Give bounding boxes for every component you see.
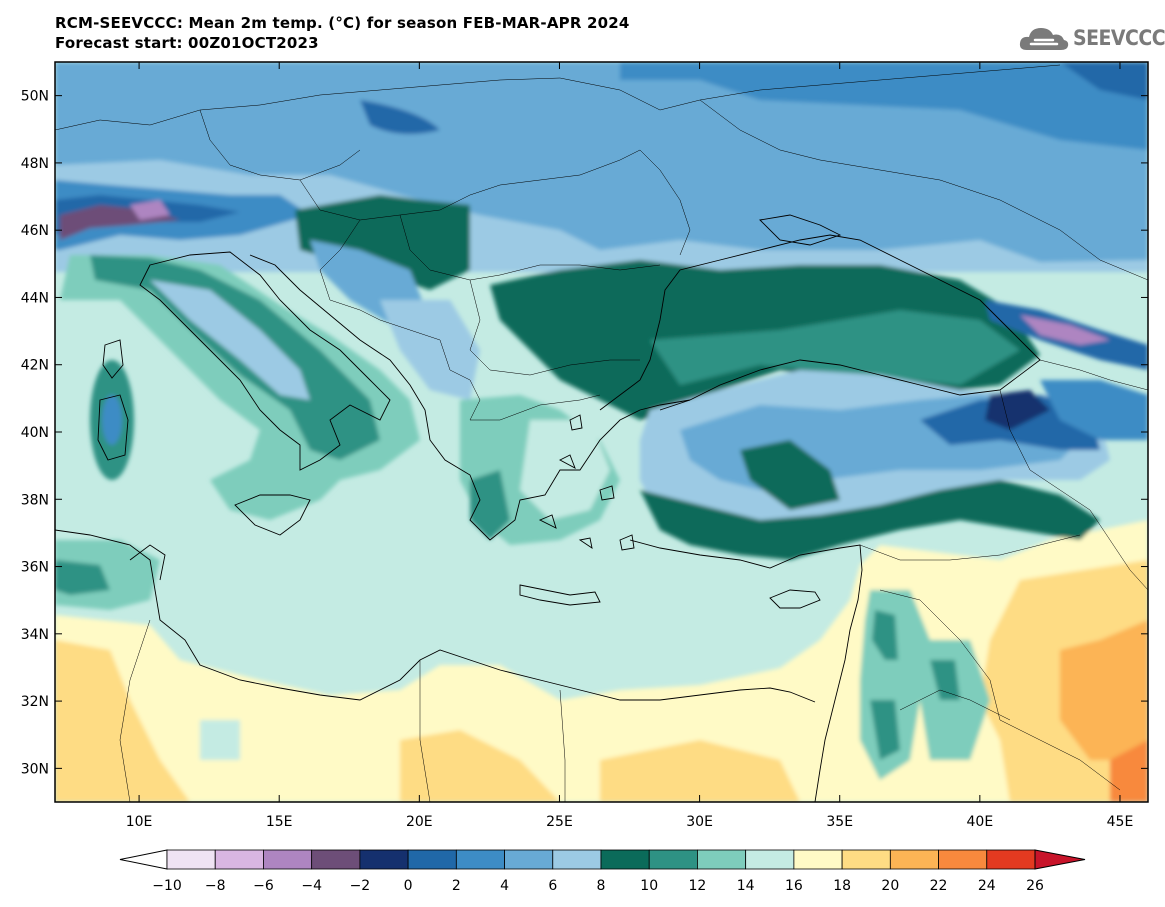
colorbar-swatch	[166, 849, 216, 870]
lat-tick-label: 30N	[21, 761, 49, 777]
cloud-logo-icon	[1019, 28, 1069, 50]
colorbar-swatch	[263, 849, 313, 870]
colorbar-label: 20	[881, 878, 899, 894]
lat-tick-label: 50N	[21, 89, 49, 105]
colorbar-swatch	[504, 849, 554, 870]
colorbar-label: −4	[301, 878, 322, 894]
colorbar-label: −10	[152, 878, 182, 894]
lon-tick-label: 25E	[546, 814, 573, 830]
title-line-1: RCM-SEEVCCC: Mean 2m temp. (°C) for seas…	[55, 14, 630, 32]
country-borders	[55, 64, 1148, 802]
lat-tick-label: 38N	[21, 492, 49, 508]
lon-tick-label: 10E	[126, 814, 153, 830]
colorbar-swatch	[938, 849, 988, 870]
lat-tick-label: 44N	[21, 290, 49, 306]
colorbar-label: 14	[737, 878, 755, 894]
lat-tick-label: 36N	[21, 560, 49, 576]
logo-text: SEEVCCC	[1073, 26, 1165, 50]
colorbar-label: 0	[404, 878, 413, 894]
colorbar-swatch	[648, 849, 698, 870]
colorbar-swatch	[359, 849, 409, 870]
colorbar-swatch	[986, 849, 1036, 870]
colorbar-swatch	[889, 849, 939, 870]
temperature-field	[55, 62, 1148, 802]
colorbar-label: 4	[500, 878, 509, 894]
colorbar-swatch	[455, 849, 505, 870]
lat-tick-label: 48N	[21, 156, 49, 172]
colorbar-label: 12	[689, 878, 707, 894]
colorbar-label: −2	[350, 878, 371, 894]
colorbar-label: 24	[978, 878, 996, 894]
colorbar-label: 16	[785, 878, 803, 894]
colorbar-label: 2	[452, 878, 461, 894]
coastlines	[55, 214, 1041, 802]
colorbar-swatch	[214, 849, 264, 870]
colorbar-swatch	[552, 849, 602, 870]
colorbar-label: 8	[597, 878, 606, 894]
lat-tick-label: 42N	[21, 358, 49, 374]
colorbar-label: 10	[640, 878, 658, 894]
colorbar-swatch	[311, 849, 361, 870]
lon-tick-label: 15E	[266, 814, 293, 830]
lat-tick-label: 46N	[21, 223, 49, 239]
colorbar-label: 22	[930, 878, 948, 894]
colorbar-label: 26	[1026, 878, 1044, 894]
lon-tick-label: 30E	[686, 814, 713, 830]
lon-tick-label: 45E	[1107, 814, 1134, 830]
colorbar-high-arrow	[1034, 849, 1086, 870]
lat-tick-label: 34N	[21, 627, 49, 643]
colorbar-label: 18	[833, 878, 851, 894]
colorbar-label: −8	[205, 878, 226, 894]
colorbar-label: 6	[548, 878, 557, 894]
colorbar-swatch	[745, 849, 795, 870]
map-title: RCM-SEEVCCC: Mean 2m temp. (°C) for seas…	[55, 13, 630, 53]
colorbar-swatch	[841, 849, 891, 870]
colorbar: −10 −8 −6 −4 −2 0 2 4 6 8 10 12 14 16 18 20 22 24 26	[119, 849, 1086, 894]
lat-tick-label: 40N	[21, 425, 49, 441]
lon-tick-label: 40E	[967, 814, 994, 830]
colorbar-low-arrow	[119, 849, 168, 870]
seevccc-logo: SEEVCCC	[1017, 20, 1165, 60]
lon-tick-label: 35E	[826, 814, 853, 830]
lat-tick-label: 32N	[21, 694, 49, 710]
colorbar-swatch	[793, 849, 843, 870]
latitude-axis: 50N 48N 46N 44N 42N 40N 38N 36N 34N 32N 30N	[21, 89, 1148, 777]
colorbar-swatch	[407, 849, 457, 870]
longitude-axis: 10E 15E 20E 25E 30E 35E 40E 45E	[126, 62, 1134, 830]
colorbar-label: −6	[253, 878, 274, 894]
colorbar-swatch	[697, 849, 747, 870]
title-line-2: Forecast start: 00Z01OCT2023	[55, 34, 319, 52]
lon-tick-label: 20E	[406, 814, 433, 830]
colorbar-swatch	[600, 849, 650, 870]
